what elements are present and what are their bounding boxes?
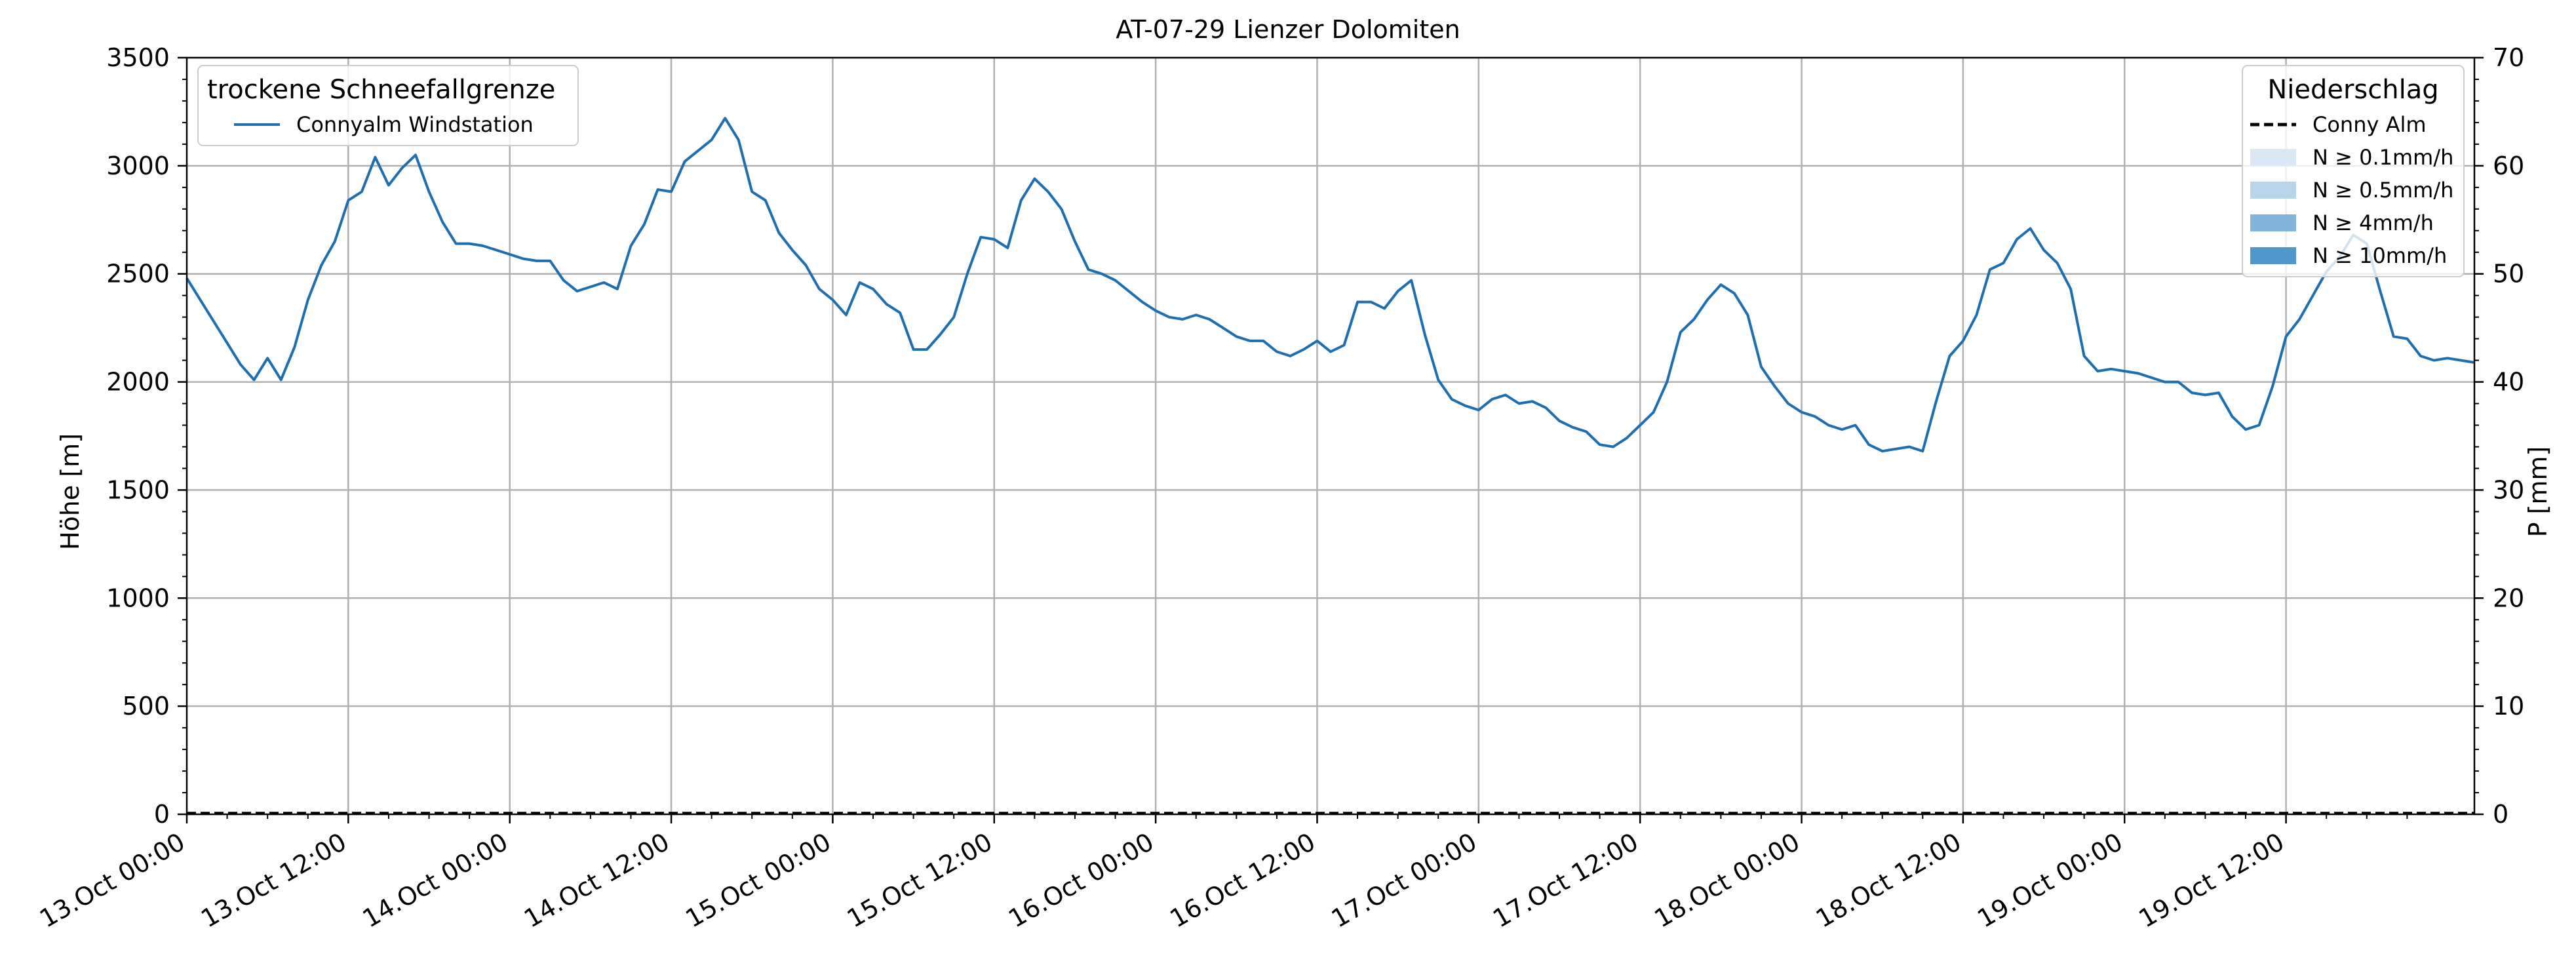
y-tick-label-right: 20 (2493, 583, 2524, 612)
y-tick-label-left: 1500 (106, 475, 170, 504)
y-tick-label-left: 3000 (106, 151, 170, 180)
x-tick-label: 15.Oct 12:00 (842, 827, 998, 934)
y-tick-label-right: 60 (2493, 151, 2524, 180)
y-tick-label-right: 70 (2493, 43, 2524, 72)
y-axis-label-right: P [mm] (2524, 446, 2552, 538)
x-tick-label: 17.Oct 00:00 (1327, 827, 1482, 934)
legend-snowline-frame (197, 65, 579, 146)
y-tick-label-left: 0 (154, 800, 170, 829)
series-layer (185, 117, 2475, 814)
y-tick-label-right: 40 (2493, 368, 2524, 397)
x-tick-label: 13.Oct 00:00 (35, 827, 190, 934)
legend-snowline-entry: Connyalm Windstation (296, 112, 534, 137)
grid-layer (187, 58, 2474, 814)
y-tick-label-right: 10 (2493, 692, 2524, 721)
y-tick-label-left: 3500 (106, 43, 170, 72)
legend-precipitation-title: Niederschlag (2267, 75, 2438, 105)
legend-precipitation: Niederschlag Conny Alm N ≥ 0.1mm/h N ≥ 0… (2242, 65, 2465, 277)
x-tick-label: 17.Oct 12:00 (1488, 827, 1643, 934)
y-tick-label-left: 2500 (106, 260, 170, 288)
y-tick-label-left: 2000 (106, 368, 170, 397)
x-tick-label: 14.Oct 00:00 (358, 827, 513, 934)
y-tick-label-right: 50 (2493, 260, 2524, 288)
legend-snowline: trockene Schneefallgrenze Connyalm Winds… (197, 65, 579, 146)
legend-precip-swatch-4 (2250, 214, 2296, 231)
legend-precipitation-frame (2242, 65, 2465, 277)
legend-precip-swatch-0-5 (2250, 182, 2296, 199)
y-tick-label-right: 30 (2493, 475, 2524, 504)
x-tick-label: 18.Oct 12:00 (1811, 827, 1966, 934)
y-tick-label-left: 1000 (106, 583, 170, 612)
y-axis-label-left: Höhe [m] (56, 433, 85, 550)
y-tick-label-left: 500 (122, 692, 170, 721)
axes-layer: 13.Oct 00:00 13.Oct 12:00 14.Oct 00:00 14.O… (35, 43, 2524, 934)
x-tick-label: 19.Oct 00:00 (1972, 827, 2128, 934)
legend-precip-entry-0-1: N ≥ 0.1mm/h (2313, 145, 2453, 170)
legend-precip-swatch-10 (2250, 247, 2296, 264)
legend-precip-entry-10: N ≥ 10mm/h (2313, 243, 2447, 268)
plot-frame (185, 56, 2476, 816)
chart-title: AT-07-29 Lienzer Dolomiten (1116, 15, 1460, 44)
x-tick-label: 19.Oct 12:00 (2134, 827, 2290, 934)
legend-precip-entry-4: N ≥ 4mm/h (2313, 210, 2434, 235)
legend-precip-entry-conny-alm: Conny Alm (2313, 112, 2427, 137)
series-line-connyalm-windstation (185, 117, 2475, 453)
x-tick-label: 13.Oct 12:00 (196, 827, 351, 934)
x-tick-label: 16.Oct 12:00 (1165, 827, 1320, 934)
y-tick-label-right: 0 (2493, 800, 2508, 829)
x-tick-label: 14.Oct 12:00 (519, 827, 674, 934)
x-tick-label: 15.Oct 00:00 (680, 827, 836, 934)
legend-precip-entry-0-5: N ≥ 0.5mm/h (2313, 178, 2453, 203)
x-tick-label: 18.Oct 00:00 (1649, 827, 1805, 934)
legend-snowline-title: trockene Schneefallgrenze (207, 75, 555, 105)
legend-precip-swatch-0-1 (2250, 149, 2296, 166)
x-tick-label: 16.Oct 00:00 (1004, 827, 1159, 934)
